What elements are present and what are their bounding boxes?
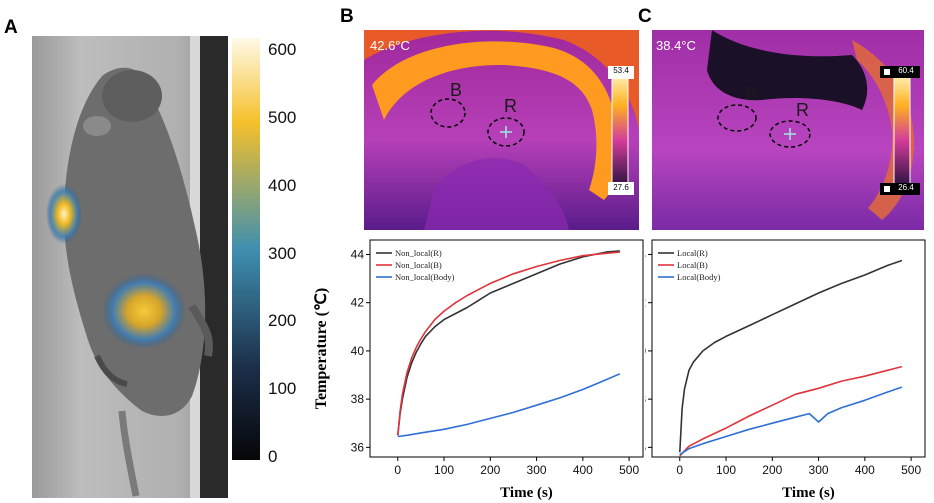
roi-label-c-body: B (746, 84, 759, 104)
series-line (397, 250, 620, 436)
panel-label-b: B (340, 6, 354, 27)
colorbar-a (232, 38, 260, 460)
roi-label-b-body: B (450, 80, 463, 100)
y-axis-label: Temperature (℃) (313, 288, 330, 410)
colorbar-a-tick: 200 (268, 311, 297, 331)
series-line (397, 251, 620, 436)
panel-label-a: A (4, 17, 18, 38)
colorbar-a-tick: 600 (268, 40, 297, 59)
scale-high-c: 60.4 (898, 66, 914, 75)
signal-blob-left (46, 184, 82, 244)
y-tick-label: 42 (645, 296, 646, 310)
legend-label: Non_local(B) (395, 260, 442, 270)
x-tick-label: 300 (527, 463, 547, 477)
legend-label: Non_local(Body) (395, 272, 455, 282)
x-tick-label: 500 (619, 463, 639, 477)
legend-label: Non_local(R) (395, 248, 442, 258)
x-tick-label: 200 (762, 463, 782, 477)
thermal-image-c: 38.4°C 60.4 26.4 B R (652, 30, 924, 230)
series-line (679, 386, 903, 456)
x-tick-label: 0 (394, 463, 401, 477)
y-tick-label: 42 (351, 296, 365, 310)
scale-high-b: 53.4 (613, 66, 629, 75)
legend-label: Local(R) (677, 248, 708, 258)
x-tick-label: 500 (901, 463, 921, 477)
x-tick-label: 400 (855, 463, 875, 477)
x-tick-label: 100 (434, 463, 454, 477)
y-tick-label: 40 (351, 344, 365, 358)
colorbar-a-tick: 400 (268, 175, 297, 195)
y-tick-label: 44 (351, 247, 365, 261)
max-temp-c: 38.4°C (656, 38, 696, 53)
roi-label-c-r: R (796, 100, 809, 120)
x-axis-label: Time (s) (500, 485, 553, 500)
y-tick-label: 44 (645, 247, 646, 261)
legend-label: Local(Body) (677, 272, 721, 282)
scale-low-b: 27.6 (613, 183, 629, 192)
series-line (679, 259, 903, 453)
x-tick-label: 300 (809, 463, 829, 477)
y-tick-label: 36 (645, 440, 646, 454)
signal-blob-right (102, 273, 186, 349)
y-tick-label: 40 (645, 344, 646, 358)
y-tick-label: 38 (645, 392, 646, 406)
colorbar-a-tick: 0 (268, 447, 278, 466)
x-axis-label: Time (s) (782, 485, 835, 500)
x-tick-label: 0 (676, 463, 683, 477)
panel-label-c: C (638, 6, 652, 27)
plot-frame (651, 239, 926, 458)
colorbar-a-tick: 500 (268, 107, 297, 127)
series-line (679, 365, 903, 457)
y-tick-label: 38 (351, 392, 365, 406)
chart-c: 0 100 200 300 400 500 36 38 40 42 44 Time (s) Local(… (645, 239, 926, 500)
series-line (397, 373, 621, 438)
scale-low-c: 26.4 (898, 183, 914, 192)
thermal-image-b: 42.6°C 53.4 27.6 B R (364, 30, 639, 230)
roi-label-b-r: R (504, 96, 517, 116)
chart-b: 0 100 200 300 400 500 36 38 40 42 44 Time (s) Temper… (313, 239, 644, 500)
colorbar-a-tick: 100 (268, 379, 297, 399)
legend-label: Local(B) (677, 260, 708, 270)
x-tick-label: 200 (480, 463, 500, 477)
x-tick-label: 400 (573, 463, 593, 477)
max-temp-b: 42.6°C (370, 38, 410, 53)
fluorescence-image (32, 36, 228, 498)
colorbar-a-tick: 300 (268, 243, 297, 263)
y-tick-label: 36 (351, 440, 365, 454)
x-tick-label: 100 (716, 463, 736, 477)
